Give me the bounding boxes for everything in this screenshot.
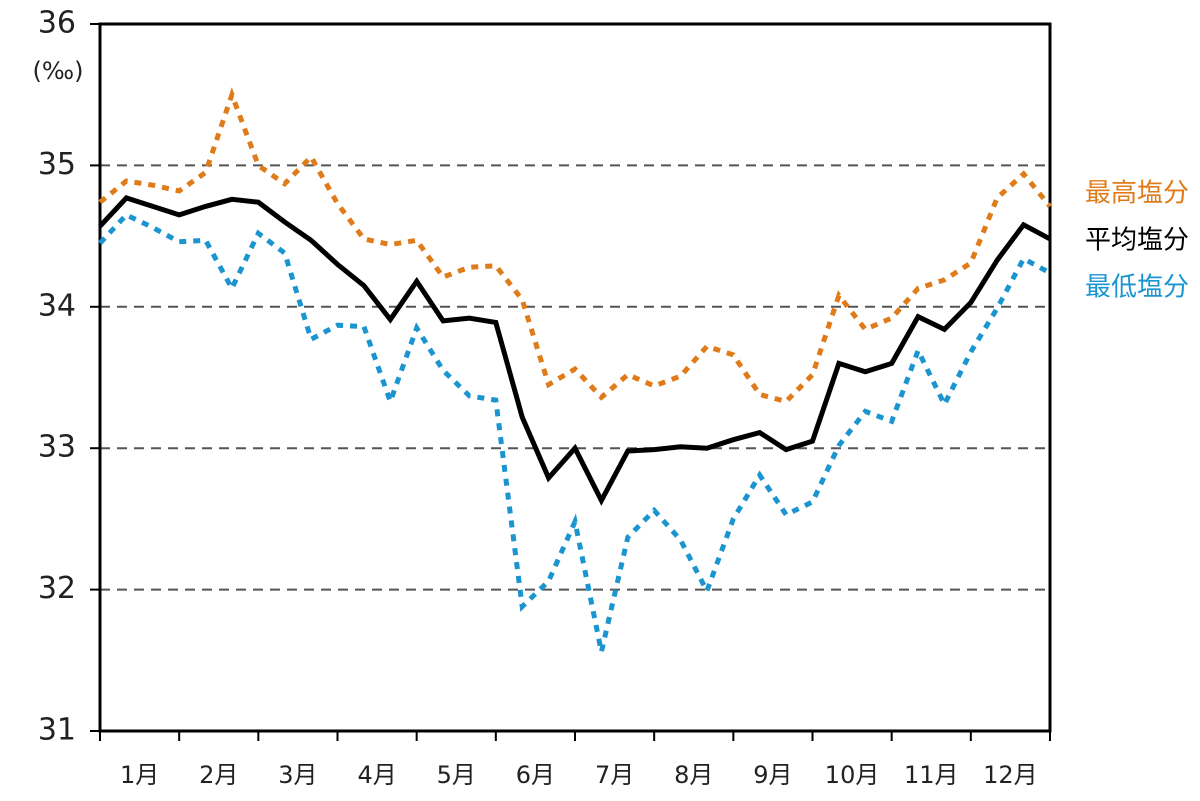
x-tick-label: 12月 — [983, 761, 1038, 789]
x-tick-label: 11月 — [904, 761, 959, 789]
y-tick-label: 33 — [38, 430, 76, 465]
x-tick-label: 2月 — [199, 761, 238, 789]
x-tick-label: 3月 — [278, 761, 317, 789]
y-tick-label: 36 — [38, 6, 76, 41]
x-tick-label: 8月 — [674, 761, 713, 789]
y-tick-label: 32 — [38, 571, 76, 606]
legend-label: 平均塩分 — [1085, 226, 1189, 256]
series-line — [98, 87, 1052, 405]
series-line — [98, 195, 1052, 506]
x-tick-label: 1月 — [120, 761, 159, 789]
y-tick-label: 35 — [38, 147, 76, 182]
y-axis-label: (‰) — [33, 57, 84, 85]
y-tick-label: 31 — [38, 713, 76, 748]
x-tick-label: 7月 — [595, 761, 634, 789]
legend-label: 最低塩分 — [1085, 273, 1189, 303]
series-line — [98, 211, 1052, 653]
x-tick-label: 4月 — [357, 761, 396, 789]
x-tick-label: 5月 — [437, 761, 476, 789]
x-tick-label: 10月 — [825, 761, 880, 789]
x-tick-label: 6月 — [516, 761, 555, 789]
legend-label: 最高塩分 — [1085, 179, 1189, 209]
plot-frame — [98, 22, 1052, 733]
y-tick-label: 34 — [38, 288, 76, 323]
x-tick-label: 9月 — [753, 761, 792, 789]
